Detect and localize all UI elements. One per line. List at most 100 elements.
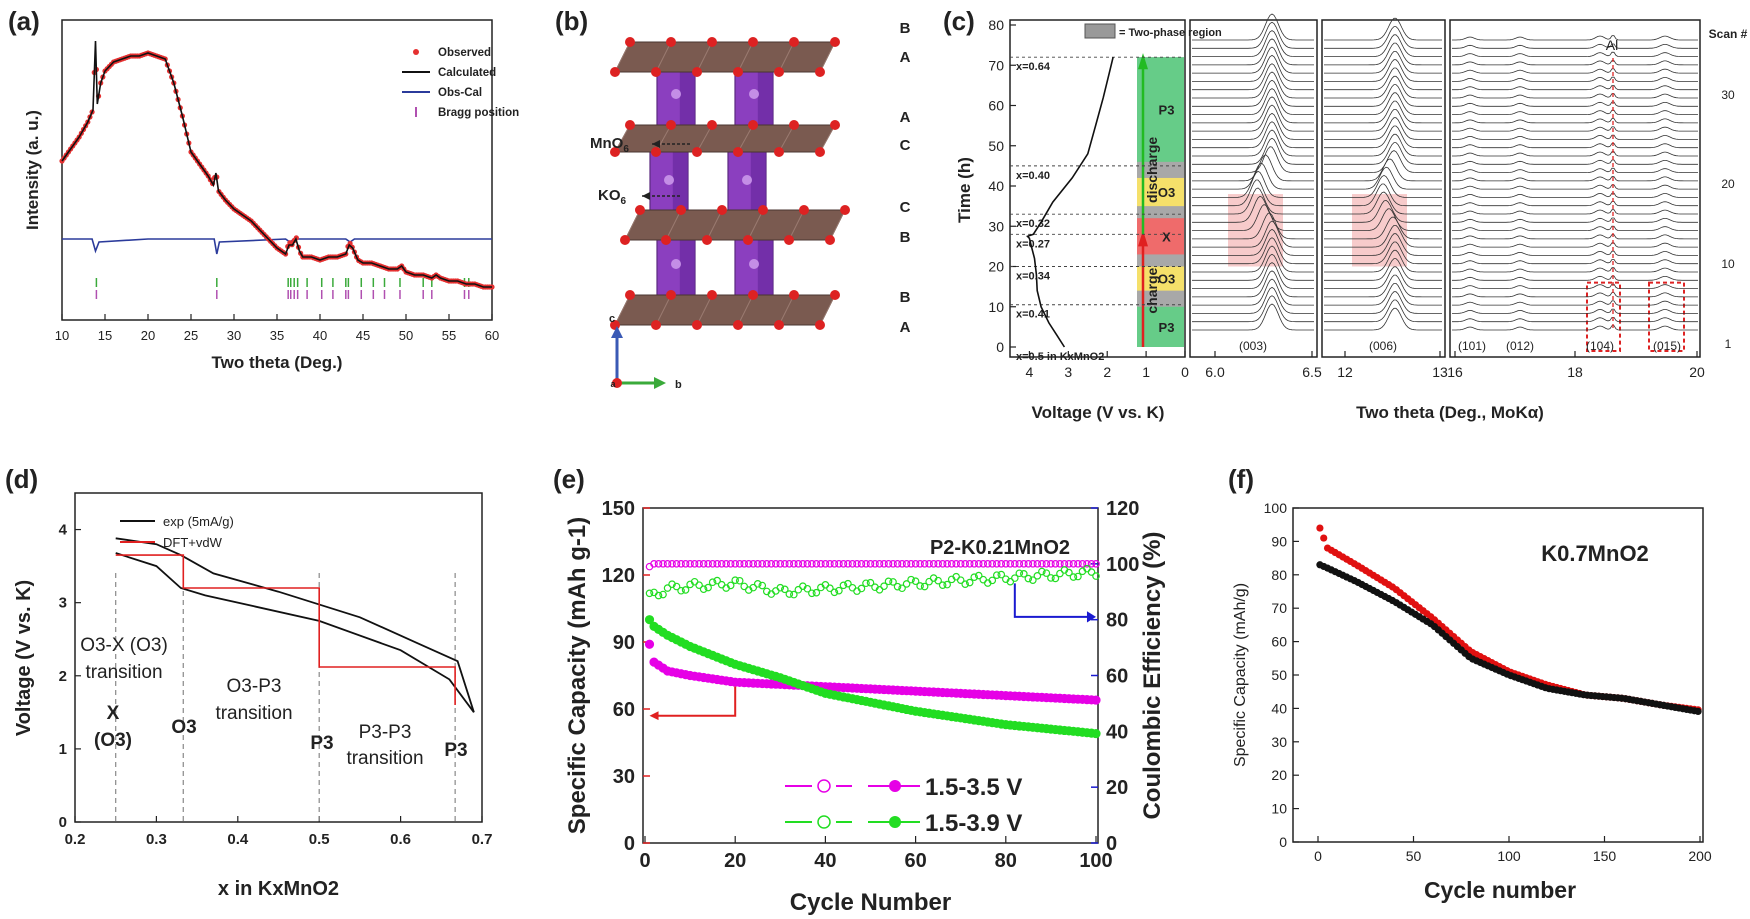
- xrd-trace-003: [1192, 54, 1314, 82]
- ko6-prism-ion: [671, 259, 681, 269]
- charge-arrow-head: [1138, 230, 1148, 247]
- data-point: [1694, 707, 1702, 716]
- x-axis-title-left: Voltage (V vs. K): [1032, 403, 1165, 422]
- x-tick-label: 0.5: [309, 831, 330, 848]
- slab-edge: [614, 124, 631, 153]
- data-point: [920, 582, 929, 591]
- oxygen-atom: [651, 320, 661, 330]
- oxygen-atom: [666, 120, 676, 130]
- xrd-trace-wide: [1452, 225, 1698, 232]
- x-axis-title: x in KxMnO2: [218, 878, 339, 900]
- data-point: [848, 583, 857, 592]
- oxygen-atom: [748, 290, 758, 300]
- xrd-trace-wide: [1452, 134, 1698, 140]
- data-point: [857, 560, 866, 568]
- axis-b-label: b: [675, 379, 682, 391]
- y-axis-title: Voltage (V vs. K): [13, 580, 35, 736]
- scan-tick-label: 20: [1721, 177, 1735, 191]
- data-point: [644, 615, 655, 625]
- xrd-trace-wide: [1452, 151, 1698, 157]
- data-point: [839, 581, 848, 590]
- data-point: [956, 576, 965, 584]
- y2-tick-label: 20: [1106, 777, 1128, 799]
- ko6-prism-side: [679, 228, 695, 300]
- ko6-prism-ion: [749, 89, 759, 99]
- data-point: [812, 560, 821, 568]
- oxygen-atom: [789, 120, 799, 130]
- x-axis-title: Cycle Number: [790, 889, 951, 916]
- phase-label: O3: [1158, 185, 1175, 200]
- data-point: [762, 560, 771, 568]
- data-point: [677, 560, 685, 568]
- y-tick-label: 0: [1279, 834, 1287, 850]
- data-point: [911, 577, 920, 586]
- oxygen-atom: [733, 147, 743, 157]
- slab-edge: [696, 41, 713, 73]
- ko6-prism-side: [672, 145, 688, 215]
- data-point: [961, 560, 970, 568]
- data-point: [1042, 560, 1051, 568]
- xrd-trace-wide: [1452, 300, 1698, 306]
- data-point: [695, 560, 703, 568]
- data-point: [735, 560, 744, 568]
- data-point: [961, 580, 970, 588]
- composition-label: x=0.27: [1016, 238, 1050, 250]
- xrd-trace-006: [1324, 274, 1442, 298]
- data-point: [776, 583, 785, 592]
- xrd-trace-006: [1324, 51, 1442, 74]
- data-point: [866, 578, 875, 587]
- data-point: [893, 560, 902, 568]
- x-tick-label: 0: [1314, 848, 1322, 864]
- data-point: [740, 582, 749, 591]
- data-point: [1065, 560, 1073, 568]
- oxygen-atom: [666, 290, 676, 300]
- annotation: (O3): [94, 730, 132, 751]
- data-point: [1087, 560, 1096, 568]
- data-point: [717, 560, 726, 568]
- y-tick-label: 80: [1271, 567, 1287, 583]
- xrd-trace-wide: [1452, 118, 1698, 124]
- data-point: [1024, 560, 1033, 568]
- xrd-trace-003: [1192, 253, 1314, 281]
- xrd-trace-006: [1324, 34, 1442, 57]
- y-tick-label: 60: [1271, 634, 1287, 650]
- data-point: [803, 584, 812, 593]
- data-point: [1078, 560, 1087, 568]
- oxygen-atom: [692, 67, 702, 77]
- x-tick-label: 40: [814, 850, 836, 872]
- xrd-subpanel-frame: [1449, 19, 1701, 358]
- slab-edge: [614, 41, 631, 73]
- axis-a: [612, 378, 622, 388]
- oxygen-atom: [799, 205, 809, 215]
- slab-edge: [778, 124, 795, 153]
- legend-two-phase-text: = Two-phase region: [1119, 27, 1222, 39]
- xrd-trace-003: [1192, 112, 1314, 140]
- y-tick-label: 10: [988, 299, 1004, 315]
- xrd-trace-wide: [1452, 167, 1698, 174]
- data-point: [1074, 572, 1082, 581]
- mno6-slab: [614, 294, 836, 326]
- x-tick-label: 80: [995, 850, 1017, 872]
- data-point: [893, 582, 902, 591]
- x-tick-label: 18: [1567, 364, 1583, 380]
- xrd-trace-003: [1192, 195, 1314, 223]
- xrd-trace-006: [1324, 67, 1442, 91]
- xrd-trace-003: [1192, 179, 1314, 207]
- x-tick-label: 0.4: [227, 831, 249, 848]
- panel-c-voltage-frame: [1009, 19, 1186, 358]
- axis-a-label: a: [610, 379, 616, 389]
- panel-a: (a) 10 15 20 25 30 35 40 45 50 55 60 Two theta (Deg.…: [8, 6, 519, 372]
- x-tick-label: 45: [356, 328, 370, 343]
- arrow-ce-head: [1086, 611, 1096, 623]
- xrd-trace-wide: [1452, 292, 1698, 298]
- oxygen-atom: [625, 37, 635, 47]
- oxygen-atom: [666, 37, 676, 47]
- slab-edge: [819, 41, 836, 73]
- xrd-trace-wide: [1452, 68, 1698, 74]
- data-point: [776, 560, 785, 568]
- y-tick-label: 40: [988, 178, 1004, 194]
- y-tick-label: 0: [59, 814, 67, 831]
- x-tick-label: 15: [98, 328, 112, 343]
